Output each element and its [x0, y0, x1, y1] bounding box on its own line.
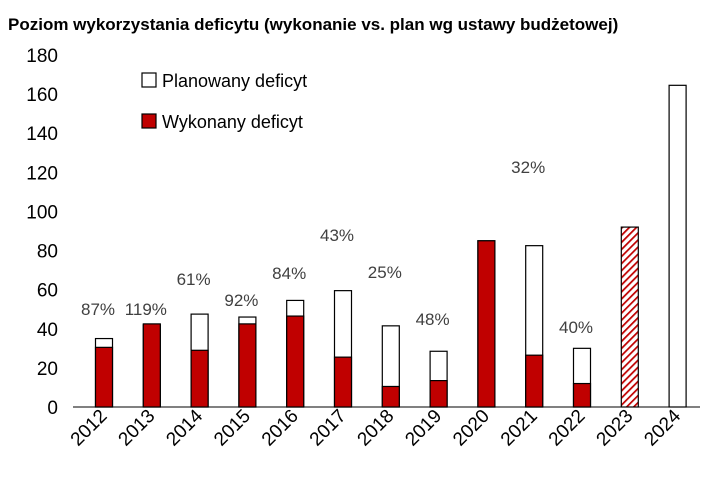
- y-tick-label: 120: [26, 163, 58, 184]
- x-tick-label: 2024: [640, 405, 685, 450]
- percent-labels: 87% 119% 61% 92% 84% 43% 25% 48% 32% 40%: [81, 158, 593, 337]
- bar-plan-2023: [620, 226, 639, 408]
- x-tick-label: 2021: [497, 406, 542, 451]
- x-tick-label: 2022: [545, 406, 590, 451]
- bar-executed-2013: [142, 323, 161, 408]
- percent-label-2017: 43%: [320, 226, 354, 245]
- x-tick-label: 2013: [115, 406, 160, 451]
- y-tick-label: 40: [37, 320, 58, 341]
- bar-plan-2024: [668, 84, 687, 408]
- chart-title: Poziom wykorzystania deficytu (wykonanie…: [8, 15, 618, 34]
- percent-label-2019: 48%: [416, 310, 450, 329]
- x-tick-label: 2023: [593, 406, 638, 451]
- x-tick-label: 2012: [67, 406, 112, 451]
- legend-swatch-plan: [141, 72, 157, 88]
- y-tick-label: 100: [26, 202, 58, 223]
- y-tick-label: 180: [26, 46, 58, 67]
- x-tick-label: 2019: [401, 406, 446, 451]
- percent-label-2021: 32%: [511, 158, 545, 177]
- y-axis: 0 20 40 60 80 100 120 140 160 180: [26, 46, 700, 419]
- y-tick-label: 160: [26, 85, 58, 106]
- x-axis: 2012 2013 2014 2015 2016 2017 2018 2019 2020 2021…: [67, 405, 686, 450]
- y-tick-label: 80: [37, 242, 58, 263]
- x-tick-label: 2015: [210, 406, 255, 451]
- y-tick-label: 0: [47, 398, 58, 419]
- bar-executed-2016: [286, 315, 305, 408]
- y-tick-label: 140: [26, 124, 58, 145]
- percent-label-2015: 92%: [224, 291, 258, 310]
- bar-executed-2015: [238, 323, 257, 408]
- legend-label-plan: Planowany deficyt: [162, 71, 307, 91]
- percent-label-2018: 25%: [368, 263, 402, 282]
- y-tick-label: 20: [37, 359, 58, 380]
- bar-executed-2019: [429, 380, 448, 408]
- x-tick-label: 2017: [306, 406, 351, 451]
- x-tick-label: 2018: [354, 406, 399, 451]
- legend: Planowany deficyt Wykonany deficyt: [141, 71, 307, 132]
- percent-label-2022: 40%: [559, 318, 593, 337]
- percent-label-2014: 61%: [177, 270, 211, 289]
- x-tick-label: 2020: [449, 406, 494, 451]
- bar-executed-2014: [190, 349, 209, 408]
- percent-label-2016: 84%: [272, 264, 306, 283]
- bar-executed-2018: [381, 385, 400, 408]
- bar-executed-2017: [333, 356, 353, 408]
- bar-executed-2020: [477, 240, 496, 408]
- bars: [94, 84, 687, 408]
- bar-executed-2021: [525, 354, 544, 408]
- legend-swatch-executed: [141, 113, 157, 129]
- percent-label-2012: 87%: [81, 300, 115, 319]
- legend-label-executed: Wykonany deficyt: [162, 112, 303, 132]
- y-tick-label: 60: [37, 281, 58, 302]
- x-tick-label: 2014: [162, 405, 207, 450]
- bar-executed-2022: [572, 382, 592, 408]
- x-tick-label: 2016: [258, 406, 303, 451]
- percent-label-2013: 119%: [125, 300, 167, 319]
- bar-executed-2012: [94, 346, 114, 408]
